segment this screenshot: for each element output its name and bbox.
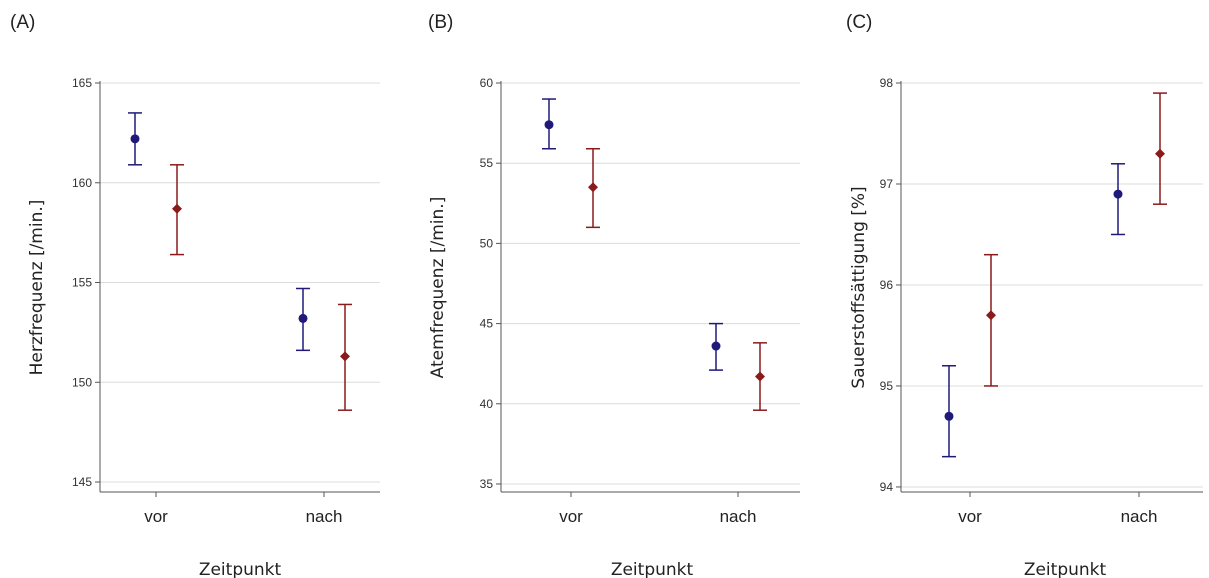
data-point bbox=[172, 203, 182, 214]
y-tick-label: 155 bbox=[72, 276, 92, 290]
chart-c: 94 95 96 97 98 vor nach Zeitpunkt Sauerstoffsätt… bbox=[849, 76, 1203, 578]
data-point bbox=[588, 182, 598, 193]
data-point bbox=[130, 134, 140, 144]
panel-label: (C) bbox=[846, 12, 873, 33]
panel-a: (A) 145 150 155 160 165 vor nach Zeitpunkt Herzf… bbox=[0, 0, 403, 578]
data-point bbox=[298, 313, 308, 323]
data-point bbox=[544, 120, 554, 130]
y-axis-title: Atemfrequenz [/min.] bbox=[428, 197, 448, 379]
y-tick-label: 97 bbox=[880, 177, 894, 191]
y-tick-label: 98 bbox=[880, 76, 894, 90]
x-tick-label: vor bbox=[559, 507, 583, 526]
y-tick-label: 40 bbox=[480, 397, 494, 411]
data-point bbox=[340, 351, 350, 362]
data-point bbox=[1113, 189, 1123, 199]
data-point bbox=[944, 411, 954, 421]
y-tick-label: 45 bbox=[480, 317, 494, 331]
y-tick-label: 50 bbox=[480, 236, 494, 250]
x-tick-label: vor bbox=[958, 507, 982, 526]
y-tick-label: 165 bbox=[72, 76, 92, 90]
panel-c: (C) 94 95 96 97 98 vor nach Zeitpunkt Sauerstoff… bbox=[806, 0, 1209, 578]
x-axis-title: Zeitpunkt bbox=[1024, 560, 1107, 578]
chart-b: 35 40 45 50 55 60 vor nach Zeitpunkt Atemfrequenz… bbox=[428, 76, 800, 578]
data-point bbox=[1155, 148, 1165, 159]
y-axis-title: Herzfrequenz [/min.] bbox=[27, 200, 47, 376]
x-axis-title: Zeitpunkt bbox=[611, 560, 694, 578]
data-point bbox=[755, 371, 765, 382]
data-point bbox=[986, 310, 996, 321]
panel-label: (A) bbox=[10, 12, 36, 33]
chart-a: 145 150 155 160 165 vor nach Zeitpunkt Herzfrequ… bbox=[27, 76, 380, 578]
y-tick-label: 96 bbox=[880, 278, 894, 292]
panel-b: (B) 35 40 45 50 55 60 vor nach Zeitpunkt Atemfreq… bbox=[403, 0, 806, 578]
x-tick-label: nach bbox=[1121, 507, 1158, 526]
x-tick-label: nach bbox=[720, 507, 757, 526]
y-tick-label: 95 bbox=[880, 379, 894, 393]
y-tick-label: 150 bbox=[72, 375, 92, 389]
x-tick-label: vor bbox=[144, 507, 168, 526]
x-axis-title: Zeitpunkt bbox=[199, 560, 282, 578]
y-tick-label: 94 bbox=[880, 480, 894, 494]
x-tick-label: nach bbox=[306, 507, 343, 526]
data-point bbox=[711, 341, 721, 351]
y-tick-label: 35 bbox=[480, 477, 494, 491]
y-axis-title: Sauerstoffsättigung [%] bbox=[849, 186, 869, 388]
y-tick-label: 160 bbox=[72, 176, 92, 190]
y-tick-label: 55 bbox=[480, 156, 494, 170]
y-tick-label: 60 bbox=[480, 76, 494, 90]
y-tick-label: 145 bbox=[72, 475, 92, 489]
panel-label: (B) bbox=[428, 12, 454, 33]
